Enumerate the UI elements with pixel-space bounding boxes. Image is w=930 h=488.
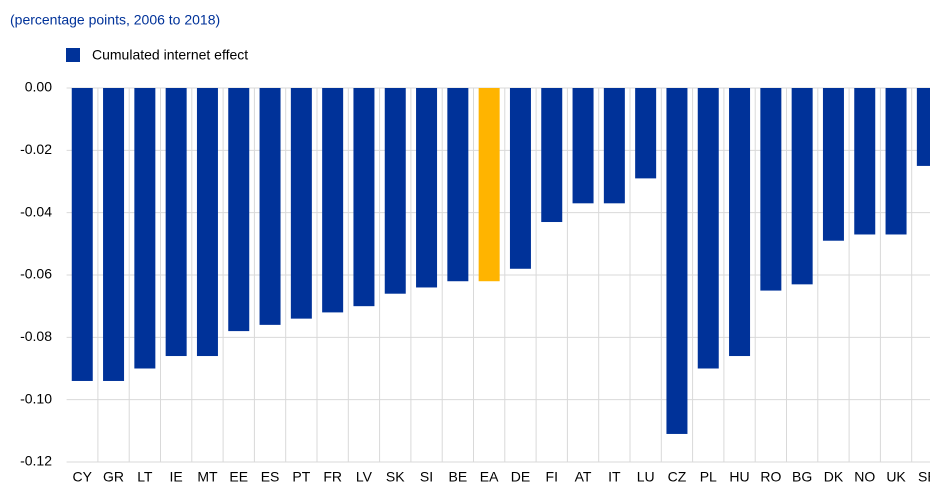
y-tick-label: -0.10 (20, 390, 52, 406)
bar (541, 88, 563, 223)
x-tick-label: LT (137, 469, 153, 485)
chart-subtitle: (percentage points, 2006 to 2018) (10, 12, 220, 28)
x-tick-label: UK (886, 469, 906, 485)
bar (447, 88, 469, 282)
x-tick-label: MT (197, 469, 218, 485)
bar (822, 88, 844, 241)
bar (791, 88, 813, 285)
bar (353, 88, 375, 307)
x-tick-label: RO (760, 469, 781, 485)
bar (165, 88, 187, 357)
x-tick-label: LU (637, 469, 655, 485)
bar (134, 88, 156, 369)
bar (196, 88, 218, 357)
x-tick-label: BG (792, 469, 812, 485)
y-tick-label: -0.04 (20, 203, 52, 219)
bar (228, 88, 250, 332)
bar (635, 88, 657, 179)
x-tick-label: IT (608, 469, 621, 485)
x-tick-label: SE (918, 469, 930, 485)
x-tick-label: IE (170, 469, 183, 485)
y-tick-label: -0.12 (20, 453, 52, 469)
x-tick-label: LV (356, 469, 373, 485)
legend-label: Cumulated internet effect (92, 47, 248, 63)
bar (666, 88, 688, 434)
bar (603, 88, 625, 204)
bar (697, 88, 719, 369)
x-tick-label: GR (103, 469, 124, 485)
x-tick-label: SI (420, 469, 433, 485)
x-tick-label: BE (449, 469, 468, 485)
x-tick-label: FR (323, 469, 342, 485)
bar (729, 88, 751, 357)
y-tick-label: -0.06 (20, 266, 52, 282)
bar (322, 88, 344, 313)
x-tick-label: PT (292, 469, 310, 485)
bar (384, 88, 406, 294)
bar (259, 88, 281, 325)
bar (760, 88, 782, 291)
x-tick-label: DK (824, 469, 844, 485)
x-tick-label: SK (386, 469, 405, 485)
x-tick-label: CY (73, 469, 93, 485)
bar (916, 88, 930, 166)
y-tick-label: 0.00 (25, 79, 52, 95)
bar (572, 88, 594, 204)
bar (71, 88, 93, 381)
x-tick-label: CZ (668, 469, 687, 485)
bar (885, 88, 907, 235)
bar (103, 88, 125, 381)
bar (416, 88, 438, 288)
y-tick-label: -0.02 (20, 141, 52, 157)
x-tick-label: ES (261, 469, 280, 485)
bar (290, 88, 312, 319)
bar (509, 88, 531, 269)
x-tick-label: PL (700, 469, 717, 485)
x-tick-label: EE (229, 469, 248, 485)
x-tick-label: FI (546, 469, 558, 485)
x-tick-label: NO (854, 469, 875, 485)
bar (478, 88, 500, 282)
x-tick-label: DE (511, 469, 530, 485)
legend-swatch (66, 48, 80, 62)
x-tick-label: EA (480, 469, 499, 485)
x-tick-label: HU (729, 469, 749, 485)
bar (854, 88, 876, 235)
x-tick-label: AT (575, 469, 592, 485)
y-tick-label: -0.08 (20, 328, 52, 344)
